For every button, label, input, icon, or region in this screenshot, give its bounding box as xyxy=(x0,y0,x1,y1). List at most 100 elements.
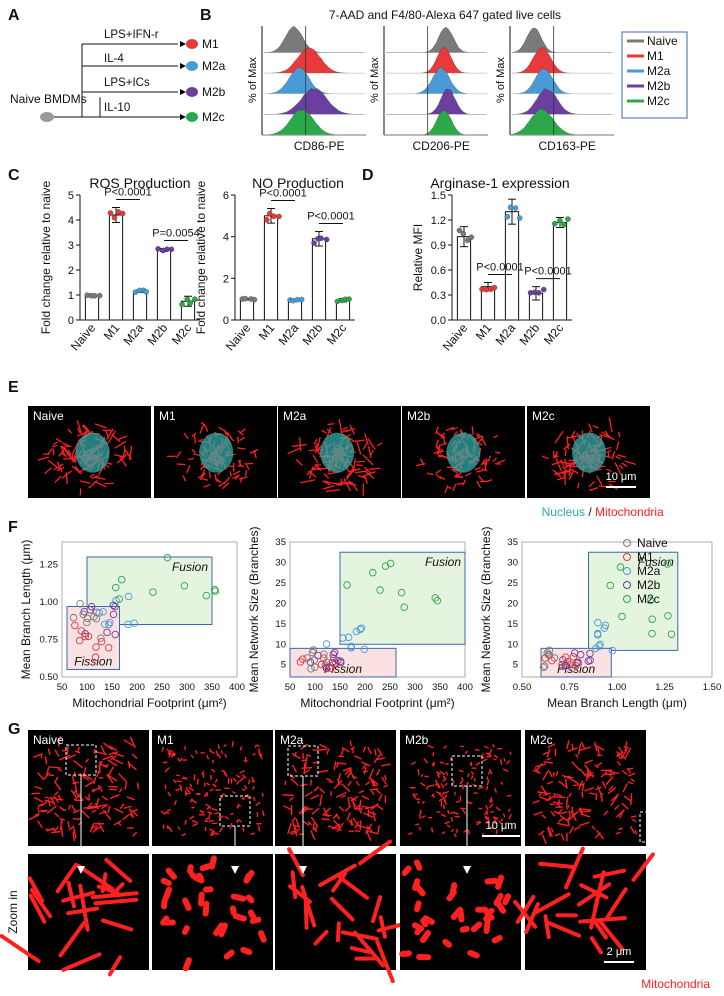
mito-strand xyxy=(599,792,603,798)
mito-strand xyxy=(342,767,352,772)
treatment-label-3: IL-10 xyxy=(104,102,130,114)
mito-zoom-strand xyxy=(422,915,435,925)
mito-zoom-background xyxy=(525,854,646,970)
mito-zoom-strand xyxy=(93,897,139,906)
scatter-point-2-2-6 xyxy=(592,644,600,652)
mito-fragment xyxy=(327,423,335,426)
scatter-ylabel-0: Mean Branch Length (μm) xyxy=(19,540,33,680)
mito-strand xyxy=(300,743,309,750)
mito-fragment xyxy=(249,450,256,454)
mito-fragment xyxy=(440,434,446,439)
mito-strand xyxy=(421,815,426,819)
scatter-point-2-4-0 xyxy=(663,560,672,568)
mito-strand xyxy=(476,820,481,824)
mito-strand xyxy=(118,788,123,793)
bar-chart-ytick-label-2-1: 0.3 xyxy=(431,290,446,302)
mito-strand xyxy=(607,787,616,794)
mito-strand xyxy=(114,807,124,814)
datapoint-0-1-1 xyxy=(111,214,118,221)
scatter-point-1-3-5 xyxy=(334,656,342,665)
scatter-point-1-2-3 xyxy=(322,640,331,648)
mito-strand xyxy=(376,757,386,761)
mito-strand xyxy=(34,812,40,817)
bar-chart-title-1: NO Production xyxy=(252,175,344,191)
mito-zoom-strand xyxy=(61,890,96,903)
mito-strand xyxy=(488,749,493,755)
mito-strand xyxy=(565,796,569,808)
scatter-point-1-0-7 xyxy=(320,650,328,658)
mito-strand xyxy=(110,755,117,760)
mito-zoom-strand xyxy=(467,949,480,959)
mito-strand xyxy=(322,807,331,816)
mito-strand xyxy=(236,819,239,824)
mito-strand xyxy=(630,793,633,806)
mito-strand xyxy=(444,794,448,799)
mito-fragment xyxy=(315,464,321,471)
bar-chart-ytick-label-1-1: 2 xyxy=(223,273,229,285)
mito-strand xyxy=(579,808,592,811)
caption-nucleus: Nucleus xyxy=(542,505,585,519)
mito-fragment xyxy=(308,449,322,452)
scatter-point-0-2-7 xyxy=(124,620,132,629)
outcome-label-m1: M1 xyxy=(202,37,219,51)
scatter-point-0-3-1 xyxy=(109,610,118,619)
mito-fragment xyxy=(308,470,317,478)
mito-strand xyxy=(439,770,445,775)
scatter-legend-label-m2a: M2a xyxy=(637,564,661,578)
bar-0-naive xyxy=(84,294,100,321)
mito-zoom-strand xyxy=(100,918,134,932)
histogram-naive-0 xyxy=(263,26,364,53)
mito-zoom-strand xyxy=(491,934,503,944)
arrowhead-1 xyxy=(180,63,186,69)
arrowhead-2 xyxy=(180,89,186,95)
mito-strand xyxy=(571,743,574,750)
mito-strand xyxy=(109,745,117,751)
nucleus xyxy=(199,432,234,473)
mito-fragment xyxy=(435,469,442,474)
mito-fragment xyxy=(197,438,204,443)
bar-chart-xtick-label-1-2: M2a xyxy=(276,321,302,348)
datapoint-2-0-3 xyxy=(468,234,475,240)
mito-strand xyxy=(239,746,243,751)
sig-label-0-0: P<0.0001 xyxy=(104,187,151,199)
bar-chart-1: NO Production Fold change relative to nai… xyxy=(194,175,355,353)
mito-strand xyxy=(603,810,609,816)
mito-strand xyxy=(470,775,474,780)
scatter-point-1-3-8 xyxy=(330,648,339,657)
mito-strand xyxy=(344,805,352,812)
mito-strand xyxy=(541,833,547,845)
microscopy-cell-m1: M1 xyxy=(154,406,277,498)
mito-strand xyxy=(41,810,48,813)
scatter-xtick-0-2: 150 xyxy=(104,682,120,693)
mito-strand xyxy=(54,782,62,791)
mito-fragment xyxy=(440,454,449,459)
mito-zoom-strand xyxy=(335,921,341,943)
datapoint-2-1-1 xyxy=(483,286,489,293)
mito-strand xyxy=(310,830,316,840)
mito-fragment xyxy=(291,443,307,447)
mito-strand xyxy=(566,740,570,750)
mito-fragment xyxy=(199,427,203,434)
mito-fragment xyxy=(113,454,126,458)
mito-strand xyxy=(369,788,375,795)
mito-strand xyxy=(92,827,99,833)
scatter-point-0-3-0 xyxy=(111,602,119,611)
scatter-xlabel-1: Mitochondrial Footprint (μm²) xyxy=(300,696,454,710)
mito-strand xyxy=(532,769,541,774)
mito-zoom-strand xyxy=(29,888,53,919)
mito-strand xyxy=(354,821,360,829)
datapoint-2-4-3 xyxy=(565,216,571,222)
mito-strand xyxy=(326,778,332,781)
scatter-point-0-4-8 xyxy=(115,595,123,603)
mito-strand xyxy=(489,826,494,829)
mito-strand xyxy=(617,760,621,766)
mito-strand xyxy=(553,810,561,815)
mito-strand xyxy=(191,799,197,804)
datapoint-1-3-2 xyxy=(318,235,324,242)
mito-strand xyxy=(46,827,55,832)
mito-strand xyxy=(475,761,481,766)
mito-strand xyxy=(584,764,592,774)
mito-strand xyxy=(312,748,319,752)
scale-bar-label-g-top: 10 μm xyxy=(486,820,517,832)
naive-cell-icon xyxy=(40,112,54,122)
